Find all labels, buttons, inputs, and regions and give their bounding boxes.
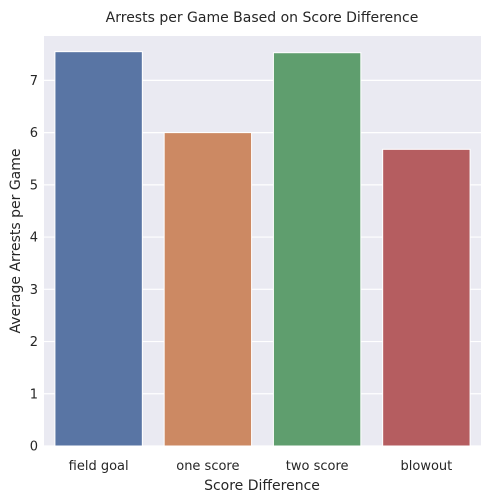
y-axis-ticks: 0 1 2 3 4 5 6 7 [30, 74, 38, 455]
x-tick-label: blowout [401, 459, 453, 474]
bar-two-score [272, 52, 362, 447]
y-tick-label: 6 [30, 126, 38, 141]
y-tick-label: 7 [30, 74, 38, 89]
bar-one-score [163, 132, 253, 447]
bars [54, 51, 471, 447]
y-tick-label: 5 [30, 178, 38, 193]
y-tick-label: 1 [30, 387, 38, 402]
y-tick-label: 3 [30, 283, 38, 298]
x-tick-label: two score [286, 459, 349, 474]
chart-title: Arrests per Game Based on Score Differen… [106, 10, 419, 26]
y-tick-label: 0 [30, 440, 38, 455]
bar-field-goal [54, 51, 143, 447]
x-tick-label: field goal [69, 459, 129, 474]
y-tick-label: 2 [30, 335, 38, 350]
bar-blowout [382, 148, 471, 447]
x-tick-label: one score [176, 459, 239, 474]
y-tick-label: 4 [30, 231, 38, 246]
x-axis-ticks: field goal one score two score blowout [69, 459, 453, 474]
y-axis-label: Average Arrests per Game [8, 148, 24, 333]
x-axis-label: Score Difference [204, 478, 320, 494]
